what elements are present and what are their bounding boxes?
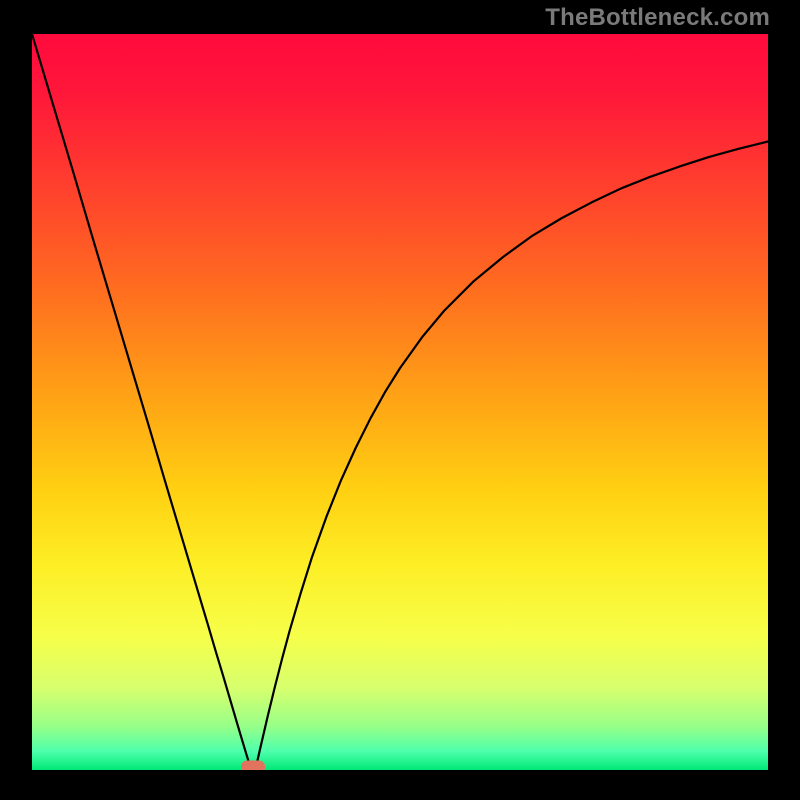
optimal-point-marker <box>241 761 265 770</box>
watermark-text: TheBottleneck.com <box>545 4 770 32</box>
bottleneck-curve <box>32 34 768 770</box>
plot-area <box>32 34 768 770</box>
chart-frame <box>30 32 770 772</box>
